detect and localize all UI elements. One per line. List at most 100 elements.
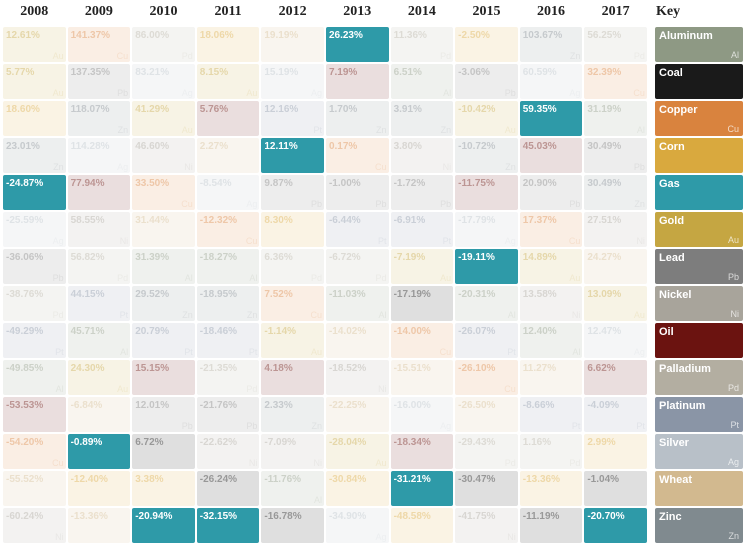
cell-gold[interactable]: -10.42%Au bbox=[455, 101, 518, 136]
cell-gold[interactable]: 24.30%Au bbox=[68, 360, 131, 395]
cell-lead[interactable]: -1.72%Pb bbox=[391, 175, 454, 210]
cell-palladium[interactable]: -21.35%Pd bbox=[197, 360, 260, 395]
cell-wheat[interactable]: 24.27% bbox=[584, 249, 647, 284]
cell-gas[interactable]: -20.94% bbox=[132, 508, 195, 543]
cell-oil[interactable]: 7.19% bbox=[326, 64, 389, 99]
cell-gas[interactable]: -0.89% bbox=[68, 434, 131, 469]
cell-platinum[interactable]: -8.66%Pt bbox=[520, 397, 583, 432]
cell-silver[interactable]: 60.59%Ag bbox=[520, 64, 583, 99]
cell-lead[interactable]: -36.06%Pb bbox=[3, 249, 66, 284]
cell-palladium[interactable]: 11.36%Pd bbox=[391, 27, 454, 62]
cell-wheat[interactable]: 11.27% bbox=[520, 360, 583, 395]
cell-gold[interactable]: 41.29%Au bbox=[132, 101, 195, 136]
cell-wheat[interactable]: -14.02% bbox=[326, 323, 389, 358]
cell-nickel[interactable]: -18.52%Ni bbox=[326, 360, 389, 395]
cell-palladium[interactable]: 1.16%Pd bbox=[520, 434, 583, 469]
cell-zinc[interactable]: -10.72%Zn bbox=[455, 138, 518, 173]
cell-platinum[interactable]: -4.09%Pt bbox=[584, 397, 647, 432]
cell-lead[interactable]: 9.87%Pb bbox=[261, 175, 324, 210]
cell-gold[interactable]: -1.14%Au bbox=[261, 323, 324, 358]
legend-item-lead[interactable]: LeadPb bbox=[655, 249, 743, 284]
cell-copper[interactable]: -14.00%Cu bbox=[391, 323, 454, 358]
cell-copper[interactable]: 32.39%Cu bbox=[584, 64, 647, 99]
cell-nickel[interactable]: 46.60%Ni bbox=[132, 138, 195, 173]
cell-aluminum[interactable]: -49.85%Al bbox=[3, 360, 66, 395]
cell-gas[interactable]: -31.21% bbox=[391, 471, 454, 506]
cell-nickel[interactable]: -22.62%Ni bbox=[197, 434, 260, 469]
legend-item-palladium[interactable]: PalladiumPd bbox=[655, 360, 743, 395]
cell-zinc[interactable]: 2.33%Zn bbox=[261, 397, 324, 432]
cell-platinum[interactable]: -6.44%Pt bbox=[326, 212, 389, 247]
cell-aluminum[interactable]: -11.03%Al bbox=[326, 286, 389, 321]
legend-item-platinum[interactable]: PlatinumPt bbox=[655, 397, 743, 432]
cell-nickel[interactable]: 27.51%Ni bbox=[584, 212, 647, 247]
cell-silver[interactable]: -8.54%Ag bbox=[197, 175, 260, 210]
cell-palladium[interactable]: -6.72%Pd bbox=[326, 249, 389, 284]
cell-aluminum[interactable]: -18.27%Al bbox=[197, 249, 260, 284]
legend-item-gas[interactable]: Gas bbox=[655, 175, 743, 210]
cell-oil[interactable]: 15.15% bbox=[132, 360, 195, 395]
cell-copper[interactable]: -12.32%Cu bbox=[197, 212, 260, 247]
cell-corn[interactable]: 2.99% bbox=[584, 434, 647, 469]
cell-silver[interactable]: 15.19%Ag bbox=[261, 64, 324, 99]
cell-aluminum[interactable]: 31.19%Al bbox=[584, 101, 647, 136]
cell-lead[interactable]: 137.35%Pb bbox=[68, 64, 131, 99]
cell-silver[interactable]: 12.47%Ag bbox=[584, 323, 647, 358]
cell-zinc[interactable]: 23.01%Zn bbox=[3, 138, 66, 173]
cell-platinum[interactable]: 12.16%Pt bbox=[261, 101, 324, 136]
cell-palladium[interactable]: 86.00%Pd bbox=[132, 27, 195, 62]
cell-corn[interactable]: -13.36% bbox=[520, 471, 583, 506]
cell-gas[interactable]: 26.23% bbox=[326, 27, 389, 62]
cell-aluminum[interactable]: 45.71%Al bbox=[68, 323, 131, 358]
cell-oil[interactable]: 77.94% bbox=[68, 175, 131, 210]
cell-lead[interactable]: -3.06%Pb bbox=[455, 64, 518, 99]
cell-oil[interactable]: -53.53% bbox=[3, 397, 66, 432]
cell-platinum[interactable]: -26.07%Pt bbox=[455, 323, 518, 358]
cell-copper[interactable]: 7.52%Cu bbox=[261, 286, 324, 321]
cell-lead[interactable]: -1.00%Pb bbox=[326, 175, 389, 210]
cell-aluminum[interactable]: -20.31%Al bbox=[455, 286, 518, 321]
cell-zinc[interactable]: 3.91%Zn bbox=[391, 101, 454, 136]
cell-silver[interactable]: 114.28%Ag bbox=[68, 138, 131, 173]
cell-corn[interactable]: -48.58% bbox=[391, 508, 454, 543]
cell-gas[interactable]: 12.11% bbox=[261, 138, 324, 173]
cell-aluminum[interactable]: 6.51%Al bbox=[391, 64, 454, 99]
cell-gold[interactable]: 13.09%Au bbox=[584, 286, 647, 321]
cell-palladium[interactable]: 56.82%Pd bbox=[68, 249, 131, 284]
cell-nickel[interactable]: 13.58%Ni bbox=[520, 286, 583, 321]
cell-aluminum[interactable]: -11.76%Al bbox=[261, 471, 324, 506]
cell-aluminum[interactable]: 31.39%Al bbox=[132, 249, 195, 284]
cell-wheat[interactable]: -26.50% bbox=[455, 397, 518, 432]
cell-copper[interactable]: -26.10%Cu bbox=[455, 360, 518, 395]
cell-wheat[interactable]: -22.25% bbox=[326, 397, 389, 432]
cell-nickel[interactable]: -41.75%Ni bbox=[455, 508, 518, 543]
cell-zinc[interactable]: 118.07%Zn bbox=[68, 101, 131, 136]
cell-aluminum[interactable]: 12.40%Al bbox=[520, 323, 583, 358]
cell-coal[interactable]: -30.47% bbox=[455, 471, 518, 506]
cell-gold[interactable]: 5.77%Au bbox=[3, 64, 66, 99]
cell-lead[interactable]: -21.76%Pb bbox=[197, 397, 260, 432]
cell-corn[interactable]: -30.84% bbox=[326, 471, 389, 506]
legend-item-oil[interactable]: Oil bbox=[655, 323, 743, 358]
cell-wheat[interactable]: -6.84% bbox=[68, 397, 131, 432]
cell-zinc[interactable]: 103.67%Zn bbox=[520, 27, 583, 62]
cell-gas[interactable]: -19.11% bbox=[455, 249, 518, 284]
cell-coal[interactable]: -11.19% bbox=[520, 508, 583, 543]
cell-wheat[interactable]: 19.19% bbox=[261, 27, 324, 62]
cell-corn[interactable]: 18.60% bbox=[3, 101, 66, 136]
cell-wheat[interactable]: -55.52% bbox=[3, 471, 66, 506]
cell-nickel[interactable]: -60.24%Ni bbox=[3, 508, 66, 543]
cell-wheat[interactable]: -15.51% bbox=[391, 360, 454, 395]
cell-platinum[interactable]: -18.46%Pt bbox=[197, 323, 260, 358]
legend-item-wheat[interactable]: Wheat bbox=[655, 471, 743, 506]
legend-item-gold[interactable]: GoldAu bbox=[655, 212, 743, 247]
cell-copper[interactable]: 0.17%Cu bbox=[326, 138, 389, 173]
cell-silver[interactable]: -25.59%Ag bbox=[3, 212, 66, 247]
cell-zinc[interactable]: 1.70%Zn bbox=[326, 101, 389, 136]
legend-item-aluminum[interactable]: AluminumAl bbox=[655, 27, 743, 62]
cell-corn[interactable]: -2.50% bbox=[455, 27, 518, 62]
cell-oil[interactable]: -11.75% bbox=[455, 175, 518, 210]
cell-gold[interactable]: 12.61%Au bbox=[3, 27, 66, 62]
legend-item-nickel[interactable]: NickelNi bbox=[655, 286, 743, 321]
cell-nickel[interactable]: -7.09%Ni bbox=[261, 434, 324, 469]
